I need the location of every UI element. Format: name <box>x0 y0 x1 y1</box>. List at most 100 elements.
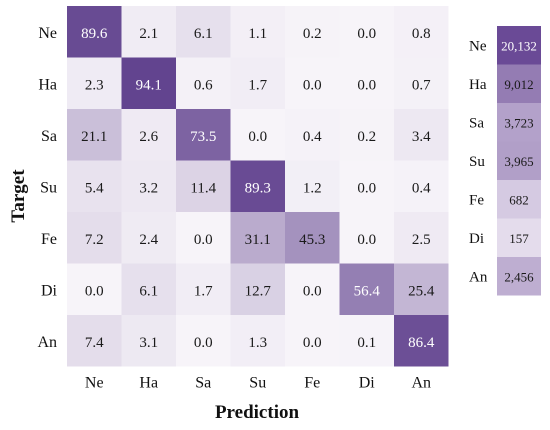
matrix-cell <box>121 212 176 264</box>
matrix-cell <box>285 315 340 367</box>
matrix-cell-label: 0.0 <box>248 129 267 145</box>
matrix-cell-label: 0.0 <box>303 335 322 351</box>
count-cell <box>497 103 541 142</box>
matrix-cell <box>230 160 285 212</box>
count-cell-label: 9,012 <box>504 77 533 92</box>
matrix-cell-label: 31.1 <box>245 232 271 248</box>
matrix-cell <box>121 6 176 58</box>
matrix-cell-label: 6.1 <box>194 26 213 42</box>
matrix-cell <box>230 315 285 367</box>
matrix-cell-label: 0.7 <box>412 77 431 93</box>
matrix-cell-label: 2.5 <box>412 232 431 248</box>
y-tick-label: Ha <box>38 76 57 93</box>
matrix-cell <box>339 212 394 264</box>
count-cell <box>497 141 541 180</box>
matrix-cell-label: 0.4 <box>303 129 322 145</box>
matrix-cell-label: 0.0 <box>357 232 376 248</box>
matrix-cell <box>394 57 449 109</box>
count-cell <box>497 218 541 257</box>
matrix-cell-label: 1.7 <box>248 77 267 93</box>
matrix-cell <box>285 160 340 212</box>
matrix-cell <box>339 57 394 109</box>
matrix-cell <box>121 315 176 367</box>
matrix-cell-label: 0.0 <box>357 180 376 196</box>
matrix-cell <box>176 160 231 212</box>
matrix-cell <box>394 109 449 161</box>
class-count-strip: 20,132 Ne 9,012 Ha 3,723 Sa 3,965 Su 682 Fe 157 Di 2… <box>469 26 541 296</box>
x-axis-title: Prediction <box>215 402 300 423</box>
y-tick-label: Su <box>40 179 57 196</box>
matrix-cell-label: 25.4 <box>408 283 435 299</box>
matrix-cell-label: 0.0 <box>357 77 376 93</box>
count-cell <box>497 180 541 219</box>
matrix-cell-label: 1.7 <box>194 283 213 299</box>
confusion-matrix: 89.6 2.1 6.1 1.1 0.2 0.0 0.8 2.3 94.1 0.6 1.7 0.0 0.… <box>37 6 449 392</box>
matrix-cell-label: 5.4 <box>85 180 104 196</box>
matrix-cell-label: 0.0 <box>194 232 213 248</box>
x-tick-label: Sa <box>195 375 211 392</box>
matrix-cell <box>230 57 285 109</box>
matrix-cell-label: 21.1 <box>81 129 107 145</box>
count-cell <box>497 26 541 65</box>
matrix-cell-label: 0.0 <box>303 283 322 299</box>
count-row-label: Fe <box>469 192 484 208</box>
y-axis-title: Target <box>8 169 29 223</box>
count-row-label: Di <box>469 231 484 247</box>
count-cell-label: 20,132 <box>501 38 537 53</box>
matrix-cell-label: 73.5 <box>190 129 216 145</box>
matrix-cell <box>339 6 394 58</box>
matrix-cell-label: 2.1 <box>139 26 158 42</box>
matrix-cell-label: 0.4 <box>412 180 431 196</box>
matrix-cell-label: 2.4 <box>139 232 158 248</box>
matrix-cell-label: 0.6 <box>194 77 213 93</box>
count-row-label: Ne <box>469 38 487 54</box>
y-tick-label: Di <box>41 282 58 299</box>
y-tick-label: Sa <box>41 128 57 145</box>
matrix-cell <box>394 6 449 58</box>
matrix-cell-label: 0.0 <box>194 335 213 351</box>
matrix-cell <box>67 109 122 161</box>
matrix-cell-label: 89.6 <box>81 26 108 42</box>
matrix-cell <box>67 160 122 212</box>
x-tick-label: An <box>411 375 431 392</box>
matrix-cell <box>176 315 231 367</box>
matrix-cell-label: 7.2 <box>85 232 104 248</box>
count-cell-label: 3,723 <box>504 115 533 130</box>
matrix-cell-label: 2.3 <box>85 77 104 93</box>
matrix-cell <box>230 109 285 161</box>
matrix-cell <box>121 109 176 161</box>
count-row-label: An <box>469 269 488 285</box>
matrix-cell <box>121 263 176 315</box>
matrix-cell <box>394 160 449 212</box>
count-row-label: Su <box>469 154 485 170</box>
matrix-cell <box>121 57 176 109</box>
x-tick-label: Di <box>359 375 376 392</box>
matrix-cell-label: 0.1 <box>357 335 376 351</box>
count-row-label: Ha <box>469 77 487 93</box>
count-cell-label: 3,965 <box>504 154 533 169</box>
matrix-cell-label: 0.0 <box>85 283 104 299</box>
matrix-cell <box>176 6 231 58</box>
matrix-cell-label: 45.3 <box>299 232 325 248</box>
x-tick-label: Ha <box>139 375 158 392</box>
matrix-cell-label: 11.4 <box>190 180 216 196</box>
matrix-cell <box>285 6 340 58</box>
y-tick-label: Ne <box>38 25 57 42</box>
matrix-cell-label: 12.7 <box>245 283 272 299</box>
matrix-cell <box>285 109 340 161</box>
matrix-cell <box>339 109 394 161</box>
matrix-cell <box>67 212 122 264</box>
matrix-cell-label: 6.1 <box>139 283 158 299</box>
matrix-cell <box>121 160 176 212</box>
x-tick-label: Su <box>249 375 266 392</box>
matrix-cell <box>67 263 122 315</box>
matrix-cell <box>339 315 394 367</box>
matrix-cell <box>230 6 285 58</box>
count-cell-label: 2,456 <box>504 269 534 284</box>
matrix-cell-label: 1.2 <box>303 180 322 196</box>
matrix-cell-label: 94.1 <box>136 77 162 93</box>
matrix-cell-label: 56.4 <box>354 283 381 299</box>
matrix-cell <box>176 212 231 264</box>
matrix-cell <box>67 6 122 58</box>
